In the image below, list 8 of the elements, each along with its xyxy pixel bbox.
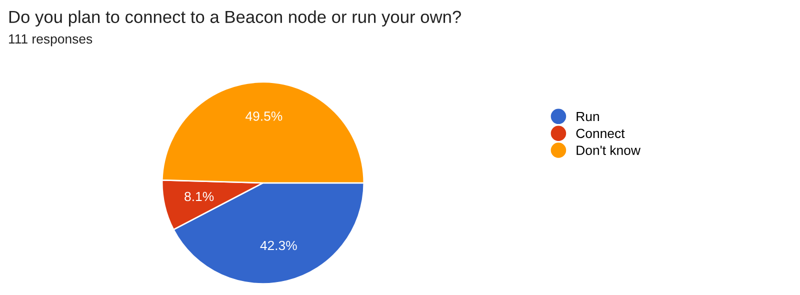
- chart-title: Do you plan to connect to a Beacon node or run your own?: [9, 10, 461, 27]
- legend-label: Connect: [576, 128, 625, 138]
- legend-label: Don't know: [576, 145, 641, 156]
- legend-label: Run: [576, 112, 599, 122]
- data-label: 49.5%: [246, 111, 282, 121]
- data-label: 42.3%: [260, 240, 297, 250]
- text: 111 responses: [9, 34, 92, 46]
- data-label: 8.1%: [184, 192, 214, 202]
